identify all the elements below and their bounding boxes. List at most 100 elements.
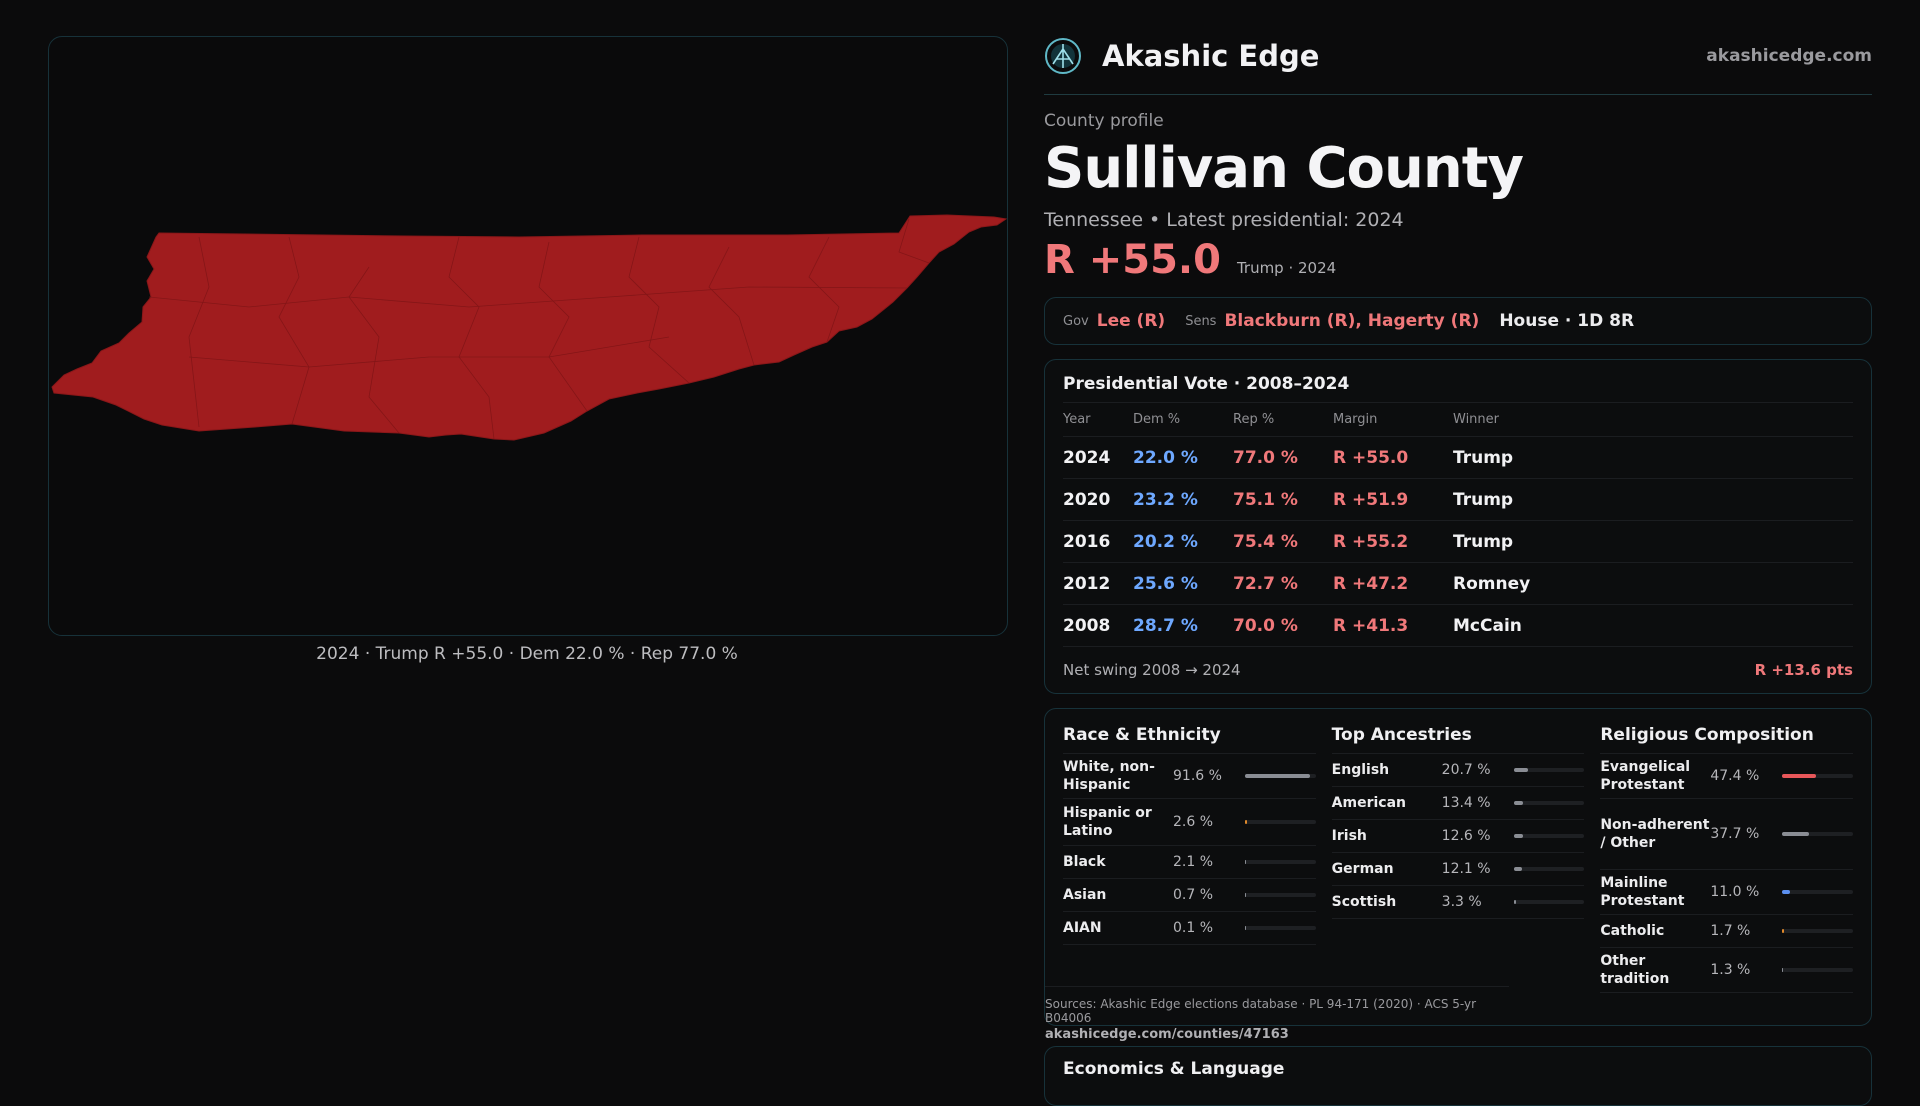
item-value: 0.1 %	[1173, 920, 1214, 936]
list-item[interactable]: American 13.4 %	[1331, 787, 1585, 820]
sources-url[interactable]: akashicedge.com/counties/47163	[1045, 1027, 1289, 1042]
item-value: 37.7 %	[1710, 826, 1760, 842]
officials-card: Gov Lee (R) Sens Blackburn (R), Hagerty …	[1044, 297, 1872, 345]
row-year: 2020	[1063, 489, 1111, 510]
share-bar-fill	[1782, 774, 1816, 778]
share-bar-fill	[1782, 968, 1784, 972]
row-margin: R +55.2	[1333, 531, 1409, 552]
list-item[interactable]: English 20.7 %	[1331, 754, 1585, 787]
list-item[interactable]: Evangelical Protestant 47.4 %	[1600, 754, 1854, 799]
share-bar-fill	[1513, 768, 1529, 772]
county-shape[interactable]	[51, 214, 1007, 441]
share-bar	[1782, 832, 1854, 836]
item-label: White, non-Hispanic	[1063, 759, 1155, 793]
row-margin: R +55.0	[1333, 447, 1409, 468]
row-rep: 70.0 %	[1233, 615, 1298, 636]
precinct-lines	[148, 218, 930, 440]
share-bar	[1513, 900, 1585, 904]
list-item[interactable]: Asian 0.7 %	[1063, 879, 1316, 912]
share-bar-fill	[1245, 820, 1247, 824]
gov-key: Gov	[1063, 313, 1089, 329]
presidential-vote-card: Presidential Vote · 2008–2024 Year Dem %…	[1044, 359, 1872, 694]
map-caption: 2024 · Trump R +55.0 · Dem 22.0 % · Rep …	[316, 644, 738, 664]
list-item[interactable]: White, non-Hispanic 91.6 %	[1063, 754, 1316, 799]
brand-name[interactable]: Akashic Edge	[1102, 39, 1320, 73]
table-row[interactable]: 2012 25.6 % 72.7 % R +47.2 Romney	[1063, 563, 1853, 605]
share-bar	[1782, 890, 1854, 894]
demographics-card: Race & Ethnicity White, non-Hispanic 91.6…	[1044, 708, 1872, 1042]
row-dem: 22.0 %	[1133, 447, 1198, 468]
county-profile: Akashic Edge akashicedge.com County prof…	[1044, 36, 1872, 1042]
share-bar	[1245, 820, 1316, 824]
brand-url[interactable]: akashicedge.com	[1706, 46, 1872, 66]
share-bar	[1245, 893, 1316, 897]
list-item[interactable]: Irish 12.6 %	[1331, 820, 1585, 853]
profile-eyebrow: County profile	[1044, 111, 1164, 131]
economics-card: Economics & Language	[1044, 1046, 1872, 1106]
row-winner: Romney	[1453, 573, 1531, 594]
item-value: 2.6 %	[1173, 814, 1214, 830]
list-item[interactable]: Non-adherent / Other 37.7 %	[1600, 799, 1854, 870]
item-label: Non-adherent / Other	[1600, 817, 1710, 851]
list-item[interactable]: Other tradition 1.3 %	[1600, 948, 1854, 993]
item-value: 3.3 %	[1441, 894, 1482, 910]
item-label: Hispanic or Latino	[1063, 805, 1152, 839]
county-map[interactable]	[49, 37, 1007, 635]
item-value: 47.4 %	[1710, 768, 1760, 784]
list-item[interactable]: Scottish 3.3 %	[1331, 886, 1585, 919]
table-row[interactable]: 2016 20.2 % 75.4 % R +55.2 Trump	[1063, 521, 1853, 563]
list-item[interactable]: AIAN 0.1 %	[1063, 912, 1316, 945]
share-bar-fill	[1513, 801, 1524, 805]
house-value: House · 1D 8R	[1499, 311, 1635, 331]
list-item[interactable]: Mainline Protestant 11.0 %	[1600, 870, 1854, 915]
item-value: 91.6 %	[1173, 768, 1222, 784]
race-title: Race & Ethnicity	[1063, 721, 1316, 754]
row-rep: 72.7 %	[1233, 573, 1298, 594]
row-rep: 77.0 %	[1233, 447, 1298, 468]
margin-value: R +55.0	[1044, 237, 1221, 283]
header-winner: Winner	[1453, 412, 1500, 427]
swing-label: Net swing 2008 → 2024	[1063, 661, 1241, 679]
net-swing: Net swing 2008 → 2024 R +13.6 pts	[1063, 661, 1853, 679]
share-bar	[1513, 768, 1585, 772]
share-bar	[1513, 867, 1585, 871]
row-winner: Trump	[1453, 447, 1514, 468]
share-bar-fill	[1245, 893, 1247, 897]
item-label: AIAN	[1063, 920, 1102, 936]
share-bar	[1513, 834, 1585, 838]
economics-title: Economics & Language	[1063, 1059, 1285, 1079]
item-label: German	[1331, 861, 1394, 877]
item-label: Catholic	[1600, 923, 1665, 939]
item-value: 20.7 %	[1441, 762, 1491, 778]
share-bar-fill	[1782, 890, 1791, 894]
share-bar-fill	[1782, 832, 1809, 836]
share-bar	[1245, 926, 1316, 930]
item-value: 1.7 %	[1710, 923, 1751, 939]
swing-value: R +13.6 pts	[1754, 661, 1853, 679]
row-year: 2024	[1063, 447, 1111, 468]
share-bar	[1245, 774, 1316, 778]
row-winner: Trump	[1453, 489, 1514, 510]
item-value: 2.1 %	[1173, 854, 1214, 870]
list-item[interactable]: Catholic 1.7 %	[1600, 915, 1854, 948]
list-item[interactable]: Black 2.1 %	[1063, 846, 1316, 879]
row-margin: R +51.9	[1333, 489, 1409, 510]
race-rows: White, non-Hispanic 91.6 % Hispanic or Lat…	[1063, 754, 1316, 945]
share-bar-fill	[1245, 774, 1310, 778]
item-label: Asian	[1063, 887, 1107, 903]
table-row[interactable]: 2008 28.7 % 70.0 % R +41.3 McCain	[1063, 605, 1853, 647]
row-dem: 23.2 %	[1133, 489, 1198, 510]
ancestries-column: Top Ancestries English 20.7 % American 13.4…	[1331, 721, 1585, 1025]
county-map-panel[interactable]	[48, 36, 1008, 636]
table-row[interactable]: 2024 22.0 % 77.0 % R +55.0 Trump	[1063, 437, 1853, 479]
share-bar	[1245, 860, 1316, 864]
akashic-edge-logo-icon[interactable]	[1044, 37, 1082, 75]
list-item[interactable]: German 12.1 %	[1331, 853, 1585, 886]
share-bar-fill	[1245, 860, 1247, 864]
row-year: 2016	[1063, 531, 1111, 552]
table-row[interactable]: 2020 23.2 % 75.1 % R +51.9 Trump	[1063, 479, 1853, 521]
list-item[interactable]: Hispanic or Latino 2.6 %	[1063, 799, 1316, 846]
religion-title: Religious Composition	[1600, 721, 1854, 754]
profile-subline: Tennessee • Latest presidential: 2024	[1044, 209, 1404, 231]
share-bar-fill	[1245, 926, 1247, 930]
